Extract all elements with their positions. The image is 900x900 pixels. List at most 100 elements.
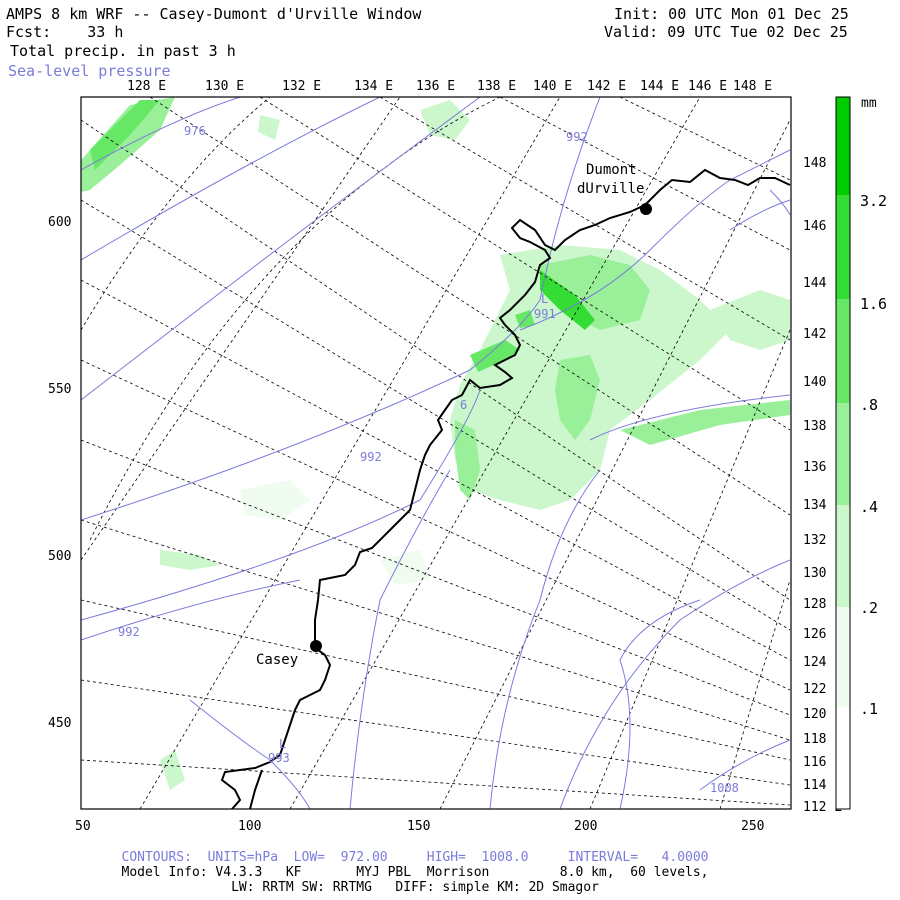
top-lon-tick: 128 E <box>127 79 166 94</box>
isobar <box>619 599 701 809</box>
top-lon-tick: 146 E <box>688 79 727 94</box>
top-lon-tick: 144 E <box>640 79 679 94</box>
meridian <box>149 97 791 516</box>
coast-line <box>220 168 791 809</box>
precip-area <box>620 400 790 445</box>
model-info: Model Info: V4.3.3 KF MYJ PBL Morrison 8… <box>121 865 709 880</box>
y-tick: 450 <box>48 716 71 731</box>
latlon-grid <box>81 97 791 809</box>
right-lon-tick: 112 E <box>803 800 842 815</box>
right-lon-tick: 138 E <box>803 419 842 434</box>
field-name: Total precip. in past 3 h <box>10 42 236 60</box>
isobar <box>589 394 791 441</box>
precip-area <box>240 480 310 520</box>
precip-area <box>90 100 160 170</box>
isobar <box>489 469 601 809</box>
precip-area <box>710 290 790 350</box>
casey-marker <box>310 640 322 652</box>
top-lon-tick: 138 E <box>477 79 516 94</box>
x-tick: 200 <box>574 819 597 834</box>
meridian <box>81 679 791 786</box>
contour-label: 992 <box>360 450 382 464</box>
right-lon-tick: 116 E <box>803 755 842 770</box>
y-tick: 500 <box>48 549 71 564</box>
contours-info: CONTOURS: UNITS=hPa LOW= 972.00 HIGH= 10… <box>121 850 709 865</box>
precip-area <box>380 550 430 585</box>
precip-area <box>555 355 600 440</box>
y-axis: 600 550 500 450 <box>48 215 71 731</box>
slp-contours <box>81 97 791 809</box>
parallel <box>81 97 271 331</box>
top-lon-tick: 148 E <box>733 79 772 94</box>
precip-area <box>420 100 470 140</box>
x-axis: 50 100 150 200 250 <box>75 819 764 834</box>
low-marker: L <box>541 292 548 306</box>
top-lon-tick: 136 E <box>416 79 455 94</box>
colorbar-segment <box>836 195 850 299</box>
right-lon-tick: 126 E <box>803 627 842 642</box>
meridian <box>619 97 791 181</box>
meridian <box>81 759 791 806</box>
isobar <box>559 559 791 809</box>
top-lon-tick: 130 E <box>205 79 244 94</box>
right-lon-tick: 136 E <box>803 460 842 475</box>
overlay-name: Sea-level pressure <box>8 62 171 80</box>
meridian <box>81 439 791 716</box>
isobar <box>81 97 601 521</box>
isobar <box>81 97 381 261</box>
x-tick: 50 <box>75 819 91 834</box>
dumont-durville-marker <box>640 203 652 215</box>
right-lon-tick: 120 E <box>803 707 842 722</box>
colorbar-segment <box>836 505 850 607</box>
meridian <box>499 97 791 251</box>
right-lon-tick: 118 E <box>803 732 842 747</box>
colorbar-level: .8 <box>860 396 878 414</box>
meridian <box>259 97 791 431</box>
isobar <box>81 389 481 621</box>
top-lon-tick: 142 E <box>587 79 626 94</box>
right-lon-tick: 124 E <box>803 655 842 670</box>
map-title: AMPS 8 km WRF -- Casey-Dumont d'Urville … <box>6 5 422 23</box>
isobar <box>699 739 791 791</box>
colorbar-segment <box>836 97 850 195</box>
isobar <box>519 149 791 331</box>
forecast-hour: Fcst: 33 h <box>6 23 123 41</box>
parallel <box>719 579 791 809</box>
contour-label: 993 <box>268 751 290 765</box>
right-lon-tick: 146 E <box>803 219 842 234</box>
right-lon-tick: 128 E <box>803 597 842 612</box>
meridian <box>379 97 791 341</box>
precip-area <box>258 115 280 140</box>
x-tick: 150 <box>407 819 430 834</box>
isobar <box>349 469 451 809</box>
right-lon-tick: 140 E <box>803 375 842 390</box>
right-lon-tick: 132 E <box>803 533 842 548</box>
contour-label: 991 <box>534 307 556 321</box>
plot-frame <box>80 96 792 810</box>
precip-area <box>540 270 595 330</box>
dumont-label: Dumont <box>586 162 637 178</box>
valid-time: Valid: 09 UTC Tue 02 Dec 25 <box>604 23 848 41</box>
right-lon-tick: 130 E <box>803 566 842 581</box>
right-lon-tick: 122 E <box>803 682 842 697</box>
colorbar-segment <box>836 607 850 707</box>
y-tick: 550 <box>48 382 71 397</box>
colorbar-level: 1.6 <box>860 295 887 313</box>
init-time: Init: 00 UTC Mon 01 Dec 25 <box>614 5 849 23</box>
right-lon-tick: 142 E <box>803 327 842 342</box>
colorbar-level: .2 <box>860 599 878 617</box>
y-tick: 600 <box>48 215 71 230</box>
top-lon-tick: 134 E <box>354 79 393 94</box>
durville-label: dUrville <box>577 181 644 197</box>
meridian <box>81 359 791 691</box>
isobar <box>189 699 311 809</box>
contour-label: 1008 <box>710 781 739 795</box>
contour-label: 992 <box>566 130 588 144</box>
isobar <box>81 579 301 641</box>
right-lon-tick: 144 E <box>803 276 842 291</box>
colorbar-frame <box>835 96 851 810</box>
contour-label: 6 <box>460 398 467 412</box>
coast-line <box>249 769 263 809</box>
x-tick: 250 <box>741 819 764 834</box>
